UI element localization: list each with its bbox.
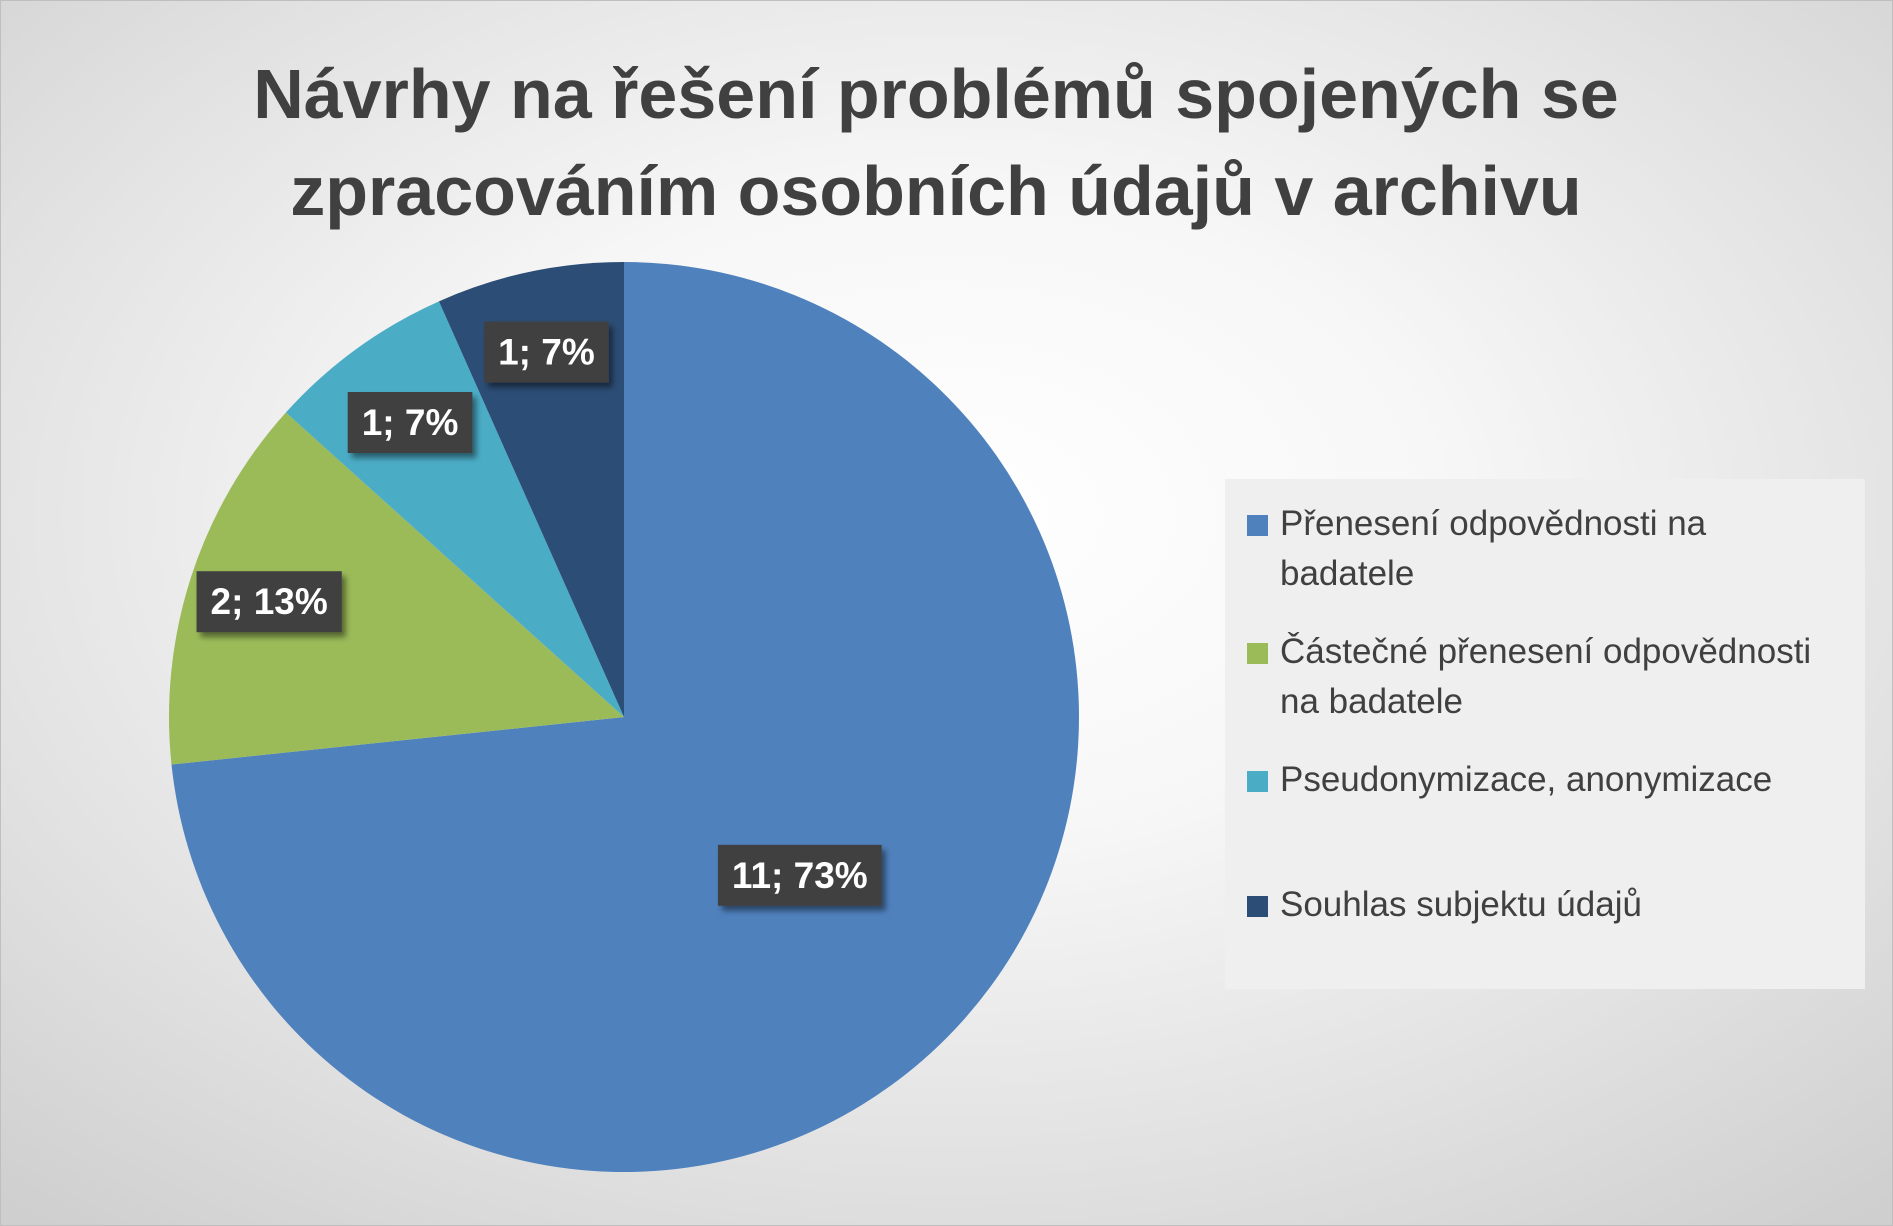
legend: Přenesení odpovědnosti na badatele Částe…	[1225, 479, 1865, 989]
legend-label: Souhlas subjektu údajů	[1280, 885, 1642, 924]
legend-swatch	[1247, 515, 1268, 536]
legend-label: Částečné přenesení odpovědnosti na badat…	[1280, 632, 1812, 721]
data-label-box	[347, 392, 473, 454]
chart-title: Návrhy na řešení problémů spojených se z…	[253, 55, 1619, 230]
data-label-text: 1; 7%	[362, 402, 459, 443]
data-label-text: 1; 7%	[498, 332, 595, 373]
legend-swatch	[1247, 771, 1268, 792]
data-label-box	[196, 571, 342, 633]
legend-item: Přenesení odpovědnosti na badatele	[1247, 499, 1845, 627]
legend-swatch	[1247, 896, 1268, 917]
data-label: 1; 7%	[347, 392, 473, 454]
legend-item: Souhlas subjektu údajů	[1247, 880, 1845, 930]
data-label-text: 11; 73%	[732, 855, 868, 896]
legend-swatch	[1247, 643, 1268, 664]
pie-slice	[169, 412, 624, 765]
data-label: 2; 13%	[196, 571, 342, 633]
data-label-box	[484, 321, 609, 383]
data-label-box	[717, 844, 882, 906]
legend-item: Pseudonymizace, anonymizace	[1247, 755, 1845, 880]
data-label-text: 2; 13%	[211, 581, 328, 622]
data-label: 11; 73%	[717, 844, 882, 906]
legend-label: Přenesení odpovědnosti na badatele	[1280, 504, 1707, 593]
legend-item: Částečné přenesení odpovědnosti na badat…	[1247, 627, 1845, 755]
pie-slice	[171, 262, 1079, 1172]
data-label: 1; 7%	[484, 321, 609, 383]
legend-label: Pseudonymizace, anonymizace	[1280, 760, 1773, 799]
